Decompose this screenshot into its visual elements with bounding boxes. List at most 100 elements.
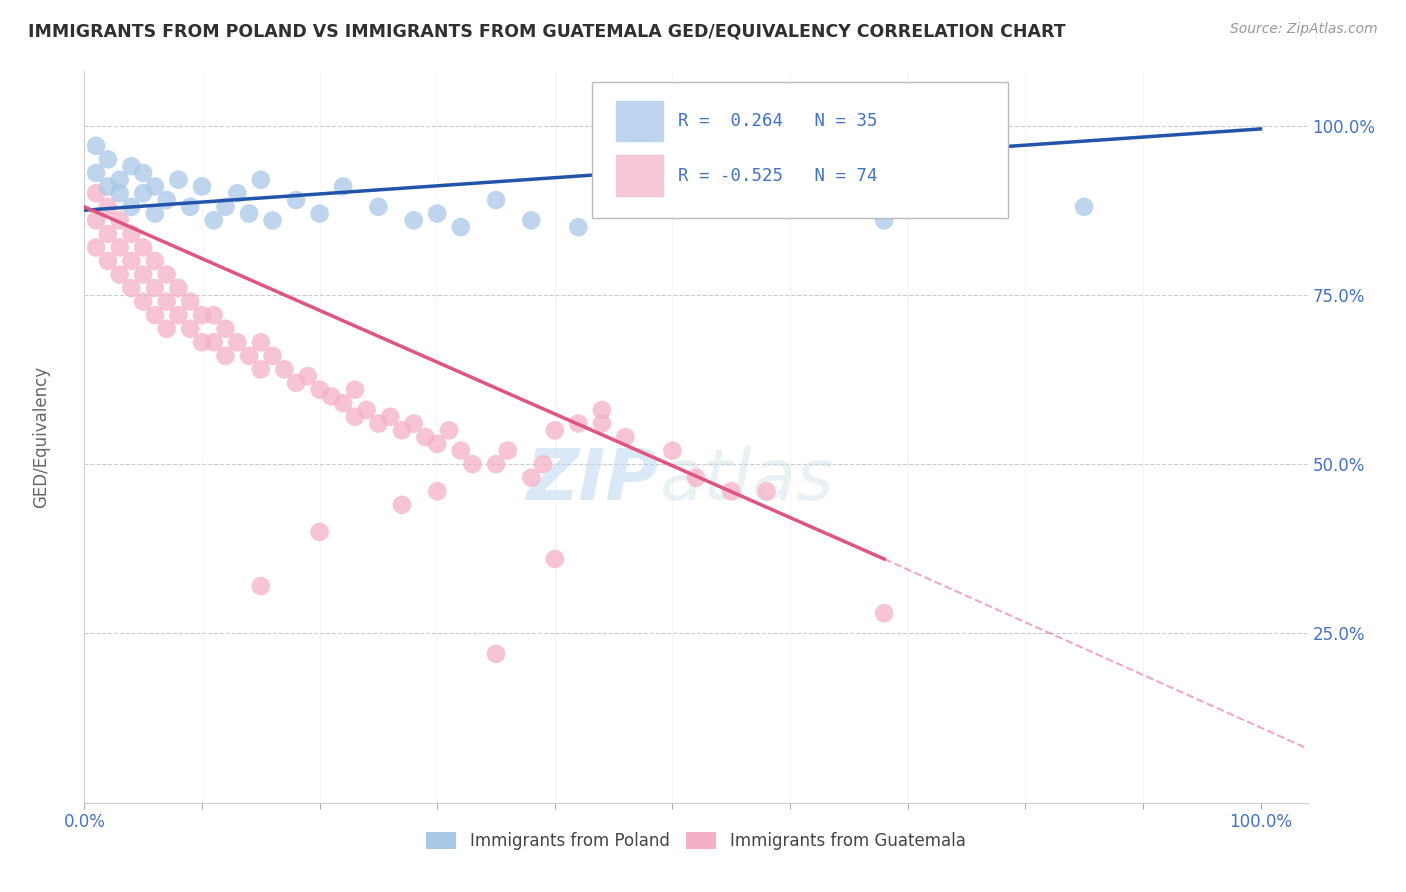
Point bbox=[249, 172, 271, 186]
Point bbox=[308, 206, 330, 220]
Point bbox=[755, 484, 778, 499]
Point bbox=[531, 457, 554, 471]
Point bbox=[520, 213, 543, 227]
Point bbox=[226, 335, 249, 350]
Point bbox=[156, 294, 179, 309]
Point bbox=[84, 166, 107, 180]
FancyBboxPatch shape bbox=[616, 101, 664, 141]
Point bbox=[238, 206, 260, 220]
Point bbox=[402, 213, 425, 227]
Point bbox=[391, 423, 413, 437]
Point bbox=[156, 322, 179, 336]
Point bbox=[332, 396, 354, 410]
Point bbox=[167, 308, 190, 322]
Point bbox=[143, 206, 166, 220]
Point bbox=[873, 606, 896, 620]
Point bbox=[179, 200, 201, 214]
Point bbox=[450, 220, 472, 235]
Point bbox=[402, 417, 425, 431]
Point bbox=[249, 579, 271, 593]
Point bbox=[143, 254, 166, 268]
Point bbox=[685, 471, 707, 485]
Point bbox=[567, 417, 589, 431]
Point bbox=[191, 308, 214, 322]
Point bbox=[321, 389, 343, 403]
Point bbox=[496, 443, 519, 458]
Text: ZIP: ZIP bbox=[527, 447, 659, 516]
Point bbox=[97, 200, 120, 214]
Point bbox=[614, 430, 637, 444]
Point bbox=[132, 186, 155, 201]
Point bbox=[262, 213, 284, 227]
Point bbox=[285, 376, 308, 390]
Point bbox=[873, 213, 896, 227]
Legend: Immigrants from Poland, Immigrants from Guatemala: Immigrants from Poland, Immigrants from … bbox=[420, 825, 972, 856]
Point bbox=[426, 437, 449, 451]
Point bbox=[332, 179, 354, 194]
Point bbox=[202, 213, 225, 227]
Point bbox=[143, 179, 166, 194]
Point bbox=[132, 240, 155, 254]
Point bbox=[179, 294, 201, 309]
Text: IMMIGRANTS FROM POLAND VS IMMIGRANTS FROM GUATEMALA GED/EQUIVALENCY CORRELATION : IMMIGRANTS FROM POLAND VS IMMIGRANTS FRO… bbox=[28, 22, 1066, 40]
Point bbox=[214, 349, 236, 363]
Point bbox=[167, 281, 190, 295]
Point bbox=[367, 417, 389, 431]
Point bbox=[108, 213, 131, 227]
Text: R = -0.525   N = 74: R = -0.525 N = 74 bbox=[678, 167, 877, 185]
Point bbox=[120, 159, 142, 173]
Point bbox=[84, 186, 107, 201]
Point bbox=[380, 409, 402, 424]
Point bbox=[591, 403, 613, 417]
Point bbox=[179, 322, 201, 336]
Point bbox=[308, 383, 330, 397]
Point bbox=[450, 443, 472, 458]
Point bbox=[720, 484, 742, 499]
Point bbox=[191, 179, 214, 194]
FancyBboxPatch shape bbox=[616, 155, 664, 195]
Point bbox=[567, 220, 589, 235]
Point bbox=[308, 524, 330, 539]
Point bbox=[485, 193, 508, 207]
Point bbox=[84, 139, 107, 153]
Point bbox=[167, 172, 190, 186]
Point bbox=[108, 240, 131, 254]
Text: Source: ZipAtlas.com: Source: ZipAtlas.com bbox=[1230, 22, 1378, 37]
Point bbox=[262, 349, 284, 363]
Point bbox=[391, 498, 413, 512]
Point bbox=[1073, 200, 1095, 214]
Point bbox=[132, 268, 155, 282]
Point bbox=[143, 281, 166, 295]
Point bbox=[285, 193, 308, 207]
Point bbox=[661, 443, 683, 458]
Point bbox=[132, 294, 155, 309]
Point bbox=[485, 457, 508, 471]
Point bbox=[249, 335, 271, 350]
Point bbox=[591, 417, 613, 431]
Point bbox=[97, 179, 120, 194]
Point bbox=[343, 409, 366, 424]
Point bbox=[143, 308, 166, 322]
Point bbox=[214, 322, 236, 336]
Point bbox=[108, 268, 131, 282]
Point bbox=[356, 403, 378, 417]
Point bbox=[426, 484, 449, 499]
Point bbox=[367, 200, 389, 214]
Text: atlas: atlas bbox=[659, 447, 834, 516]
Point bbox=[426, 206, 449, 220]
Point bbox=[84, 240, 107, 254]
Point bbox=[544, 552, 567, 566]
Point bbox=[202, 308, 225, 322]
Point bbox=[226, 186, 249, 201]
Point bbox=[156, 268, 179, 282]
Point bbox=[461, 457, 484, 471]
Point bbox=[297, 369, 319, 384]
Point bbox=[343, 383, 366, 397]
Point bbox=[520, 471, 543, 485]
Point bbox=[120, 200, 142, 214]
Point bbox=[156, 193, 179, 207]
Point bbox=[120, 227, 142, 241]
Point bbox=[602, 200, 624, 214]
Point bbox=[415, 430, 437, 444]
FancyBboxPatch shape bbox=[592, 82, 1008, 218]
